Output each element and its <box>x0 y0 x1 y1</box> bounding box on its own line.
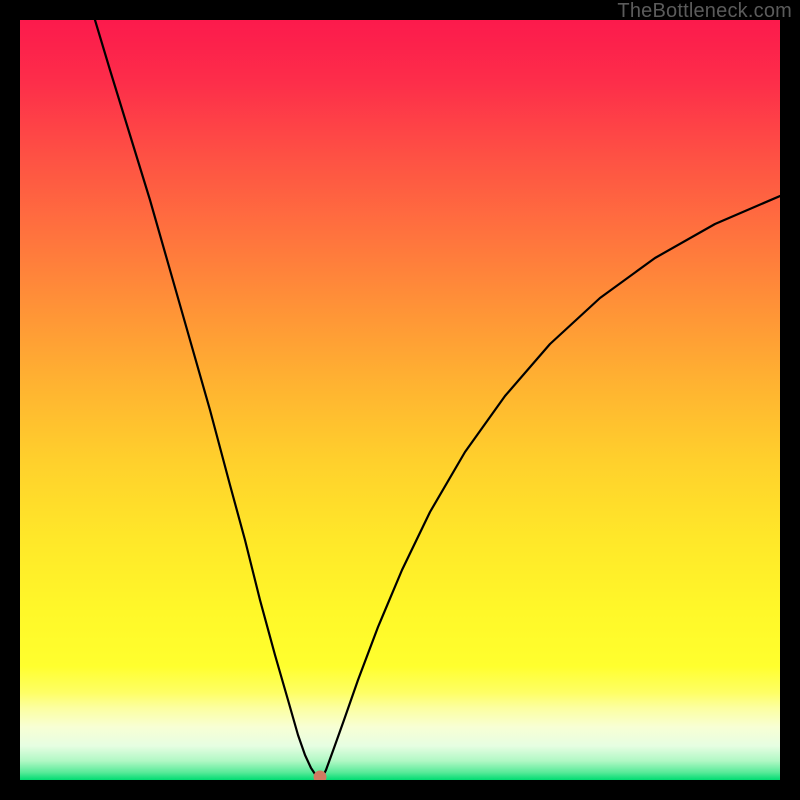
chart-frame: TheBottleneck.com <box>0 0 800 800</box>
watermark-label: TheBottleneck.com <box>617 0 792 23</box>
gradient-background <box>20 20 780 780</box>
plot-area <box>20 20 780 780</box>
bottleneck-curve-chart <box>20 20 780 780</box>
